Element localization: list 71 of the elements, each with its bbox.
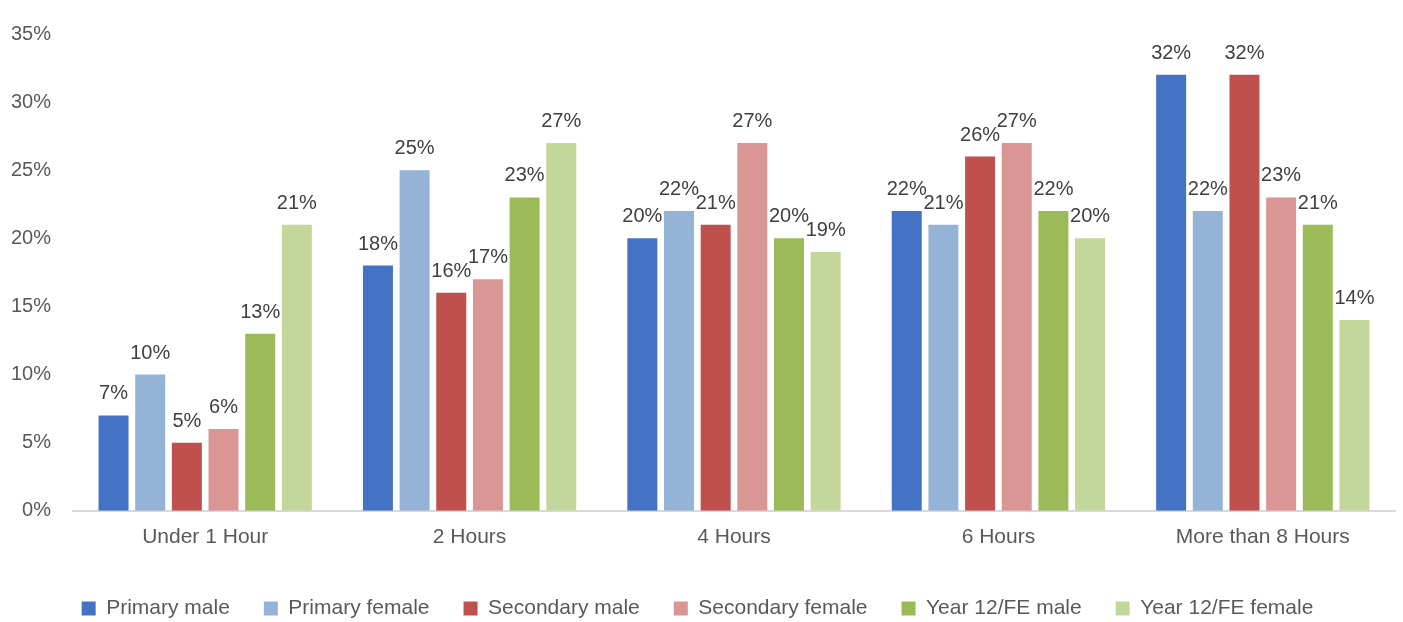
legend-label: Year 12/FE female: [1140, 595, 1314, 619]
data-label: 23%: [1261, 163, 1302, 186]
bar: [399, 170, 430, 511]
bar: [1302, 224, 1333, 511]
bar: [1192, 211, 1223, 511]
bar: [1075, 238, 1106, 511]
x-tick-label: 4 Hours: [697, 524, 771, 548]
data-label: 32%: [1224, 40, 1265, 63]
bar: [774, 238, 804, 511]
data-label: 32%: [1151, 40, 1192, 63]
bar: [1266, 197, 1297, 511]
y-tick-label: 0%: [22, 498, 52, 521]
bar: [810, 251, 841, 511]
y-tick-label: 30%: [10, 89, 52, 112]
data-label: 7%: [99, 381, 129, 404]
y-tick-label: 5%: [22, 430, 52, 453]
data-label: 5%: [172, 408, 202, 431]
bar: [737, 142, 768, 511]
y-tick-label: 20%: [10, 225, 52, 248]
bar: [171, 442, 202, 511]
x-tick-label: More than 8 Hours: [1175, 524, 1350, 548]
legend-label: Secondary female: [698, 595, 868, 619]
x-tick-label: 2 Hours: [432, 524, 507, 548]
bar: [472, 279, 503, 511]
y-tick-label: 15%: [10, 293, 52, 316]
bar: [436, 292, 467, 511]
legend-label: Primary male: [106, 595, 230, 619]
data-label: 20%: [622, 204, 663, 227]
legend-label: Year 12/FE male: [926, 595, 1082, 619]
bar: [1001, 142, 1032, 511]
bar: [1156, 74, 1187, 511]
bar: [135, 374, 166, 511]
data-label: 21%: [1297, 190, 1339, 213]
bar: [362, 265, 393, 511]
data-label: 21%: [276, 190, 318, 213]
data-label: 17%: [467, 245, 509, 268]
bar: [509, 197, 540, 511]
bar: [546, 142, 577, 511]
data-label: 27%: [541, 108, 582, 131]
data-label: 10%: [130, 340, 171, 363]
y-tick-label: 25%: [10, 157, 52, 180]
bar: [664, 211, 694, 511]
bar: [281, 224, 312, 511]
legend-label: Primary female: [288, 595, 430, 619]
bar: [1038, 211, 1069, 511]
data-label: 27%: [732, 108, 773, 131]
data-label: 6%: [209, 395, 239, 418]
bar: [627, 238, 658, 511]
legend-label: Secondary male: [488, 595, 640, 619]
data-label: 22%: [1033, 177, 1074, 200]
x-tick-label: 6 Hours: [961, 524, 1036, 548]
data-label: 13%: [240, 299, 281, 322]
x-tick-label: Under 1 Hour: [142, 524, 269, 548]
bar: [208, 429, 239, 511]
data-label: 25%: [394, 136, 435, 159]
bar: [700, 224, 731, 511]
bar: [98, 415, 129, 511]
bar: [1339, 320, 1370, 511]
data-label: 27%: [996, 108, 1037, 131]
y-tick-label: 35%: [10, 21, 52, 44]
data-label: 14%: [1334, 286, 1375, 309]
bar: [245, 333, 276, 511]
data-label: 23%: [504, 163, 545, 186]
bar: [965, 156, 996, 511]
bar: [1229, 74, 1260, 511]
y-tick-label: 10%: [10, 362, 52, 385]
bar: [891, 211, 922, 511]
data-label: 20%: [1070, 204, 1111, 227]
data-label: 18%: [357, 231, 399, 254]
data-label: 22%: [1187, 177, 1229, 200]
bar: [928, 224, 959, 511]
